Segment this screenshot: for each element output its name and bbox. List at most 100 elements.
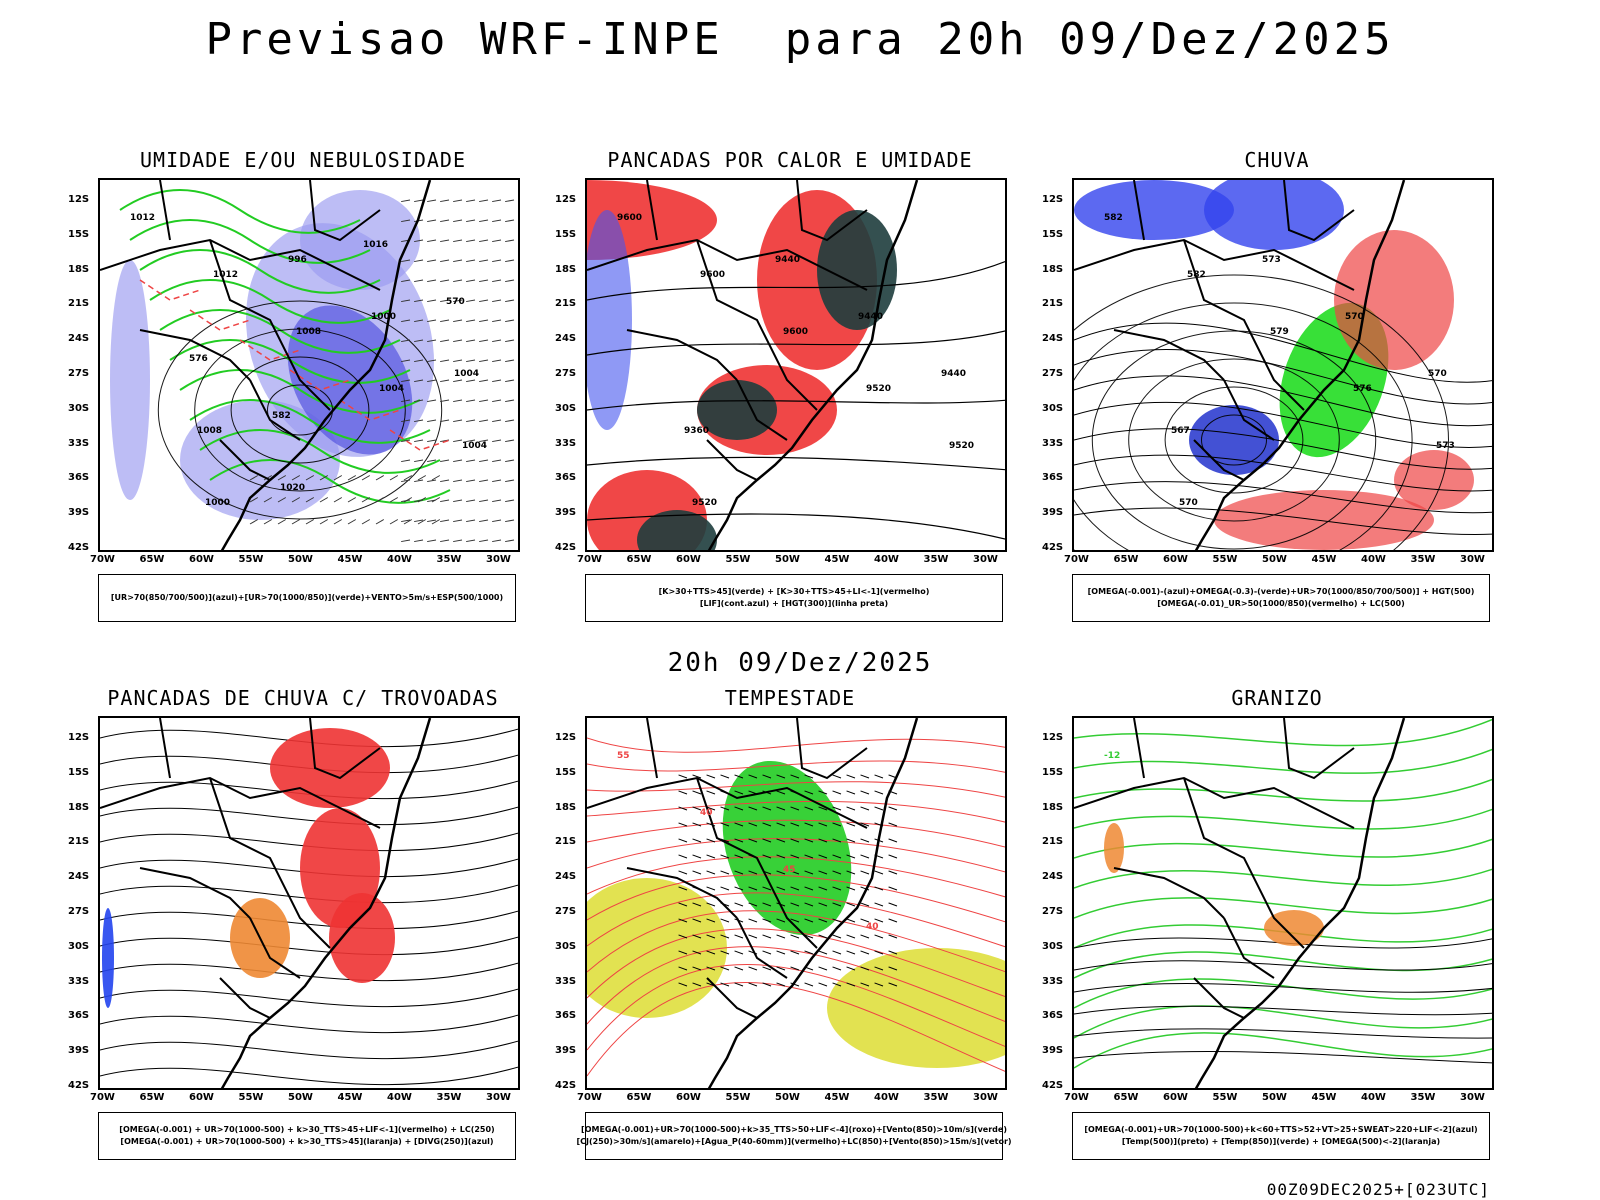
wind-arrow [720,886,730,891]
wind-arrow [305,475,315,481]
wind-arrow [706,790,716,795]
wind-arrow [804,886,814,891]
lat-tick-label: 27S [1042,368,1064,379]
red-contour [587,892,1005,948]
contour-label: 570 [1345,312,1364,322]
wind-arrow [466,479,476,483]
wind-arrow [846,886,856,891]
wind-arrow [888,870,898,875]
wind-arrow [874,950,884,955]
wind-arrow [804,774,814,779]
wind-arrow [453,399,463,403]
wind-arrow [762,918,772,923]
lat-tick-label: 24S [555,333,577,345]
wind-arrow [776,870,786,875]
wind-arrow [479,219,489,223]
wind-arrow [846,982,856,987]
yellow-area [827,948,1005,1068]
wind-arrow [734,902,744,907]
wind-arrow [818,966,828,971]
contour-label: 1004 [462,441,487,451]
wind-arrow [427,459,437,463]
wind-arrow [832,950,842,955]
wind-arrow [846,870,856,875]
contour-line [1164,386,1304,494]
wind-arrow [762,886,772,891]
green-contour [179,369,421,414]
lat-tick-label: 24S [68,871,90,883]
contour-label: 582 [272,411,291,421]
wind-arrow [734,934,744,939]
lon-tick-label: 55W [238,554,264,565]
lat-tick-label: 42S [555,542,577,553]
red-contour [587,981,1005,1077]
wind-arrow [505,259,515,263]
lat-tick-label: 24S [1042,333,1064,345]
wind-arrow [762,822,772,827]
wind-arrow [832,854,842,859]
wind-arrow [466,259,476,263]
map-frame: 582 582 579 576 573 570 573 570 570 567 [1072,178,1494,552]
lon-tick-label: 70W [90,554,115,565]
wind-arrow [734,790,744,795]
lon-tick-label: 55W [725,1092,751,1103]
panel-granizo: GRANIZO -12 [OMEGA(-0.001)+UR>70(1000-50… [1042,686,1502,1186]
wind-arrow [414,379,424,383]
wind-arrow [804,790,814,795]
wind-arrow [505,199,515,203]
legend-line: [OMEGA(-0.001)+UR>70(1000-500)+k>35_TTS>… [581,1125,1007,1134]
wind-arrow [720,774,730,779]
map-canvas: 55 40 45 40 [587,718,1005,1088]
wind-arrow [492,439,502,443]
blue-area [102,908,114,1008]
wind-arrow [804,822,814,827]
wind-arrow [277,497,287,503]
lat-tick-label: 18S [555,801,577,813]
wind-arrow [678,934,688,939]
lat-tick-label: 18S [1042,801,1064,813]
border-line [696,777,818,949]
border-line [209,777,331,949]
wind-arrow [706,854,716,859]
wind-arrow [874,790,884,795]
border-line [309,180,381,242]
wind-arrow [492,279,502,283]
lat-tick-label: 42S [68,542,90,553]
wind-arrow [762,982,772,987]
panel-legend: [OMEGA(-0.001)+UR>70(1000-500)+k>35_TTS>… [576,1112,1012,1160]
wind-arrow [776,982,786,987]
wind-arrow [440,499,450,503]
wind-arrow [414,539,424,543]
lat-tick-label: 30S [68,940,90,952]
wind-arrow [401,259,411,263]
wind-arrow [832,982,842,987]
wind-arrow [414,299,424,303]
wind-arrow [860,870,870,875]
wind-arrow [440,259,450,263]
wind-arrow [762,774,772,779]
wind-arrow [762,966,772,971]
contour-line [1074,302,1413,550]
wind-arrow [692,838,702,843]
legend-line: [OMEGA(-0.001)-(azul)+OMEGA(-0.3)-(verde… [1087,587,1475,596]
wind-arrow [720,966,730,971]
lat-tick-label: 42S [1042,1080,1064,1091]
wind-arrow [832,934,842,939]
wind-arrow [453,319,463,323]
wind-arrow [888,982,898,987]
wind-arrow [874,886,884,891]
lon-tick-label: 40W [874,554,899,565]
lat-tick-label: 18S [68,801,90,813]
wind-arrow [818,790,828,795]
coastline [1194,180,1406,550]
wind-arrow [479,499,489,503]
wind-arrow [440,459,450,463]
wind-arrow [790,806,800,811]
contour-label: 573 [1262,255,1281,265]
border-line [1223,379,1275,441]
wind-arrow [414,279,424,283]
lat-tick-label: 33S [1042,975,1064,987]
green-contour [119,189,361,234]
green-contour [1074,808,1492,830]
wind-arrow [427,439,437,443]
